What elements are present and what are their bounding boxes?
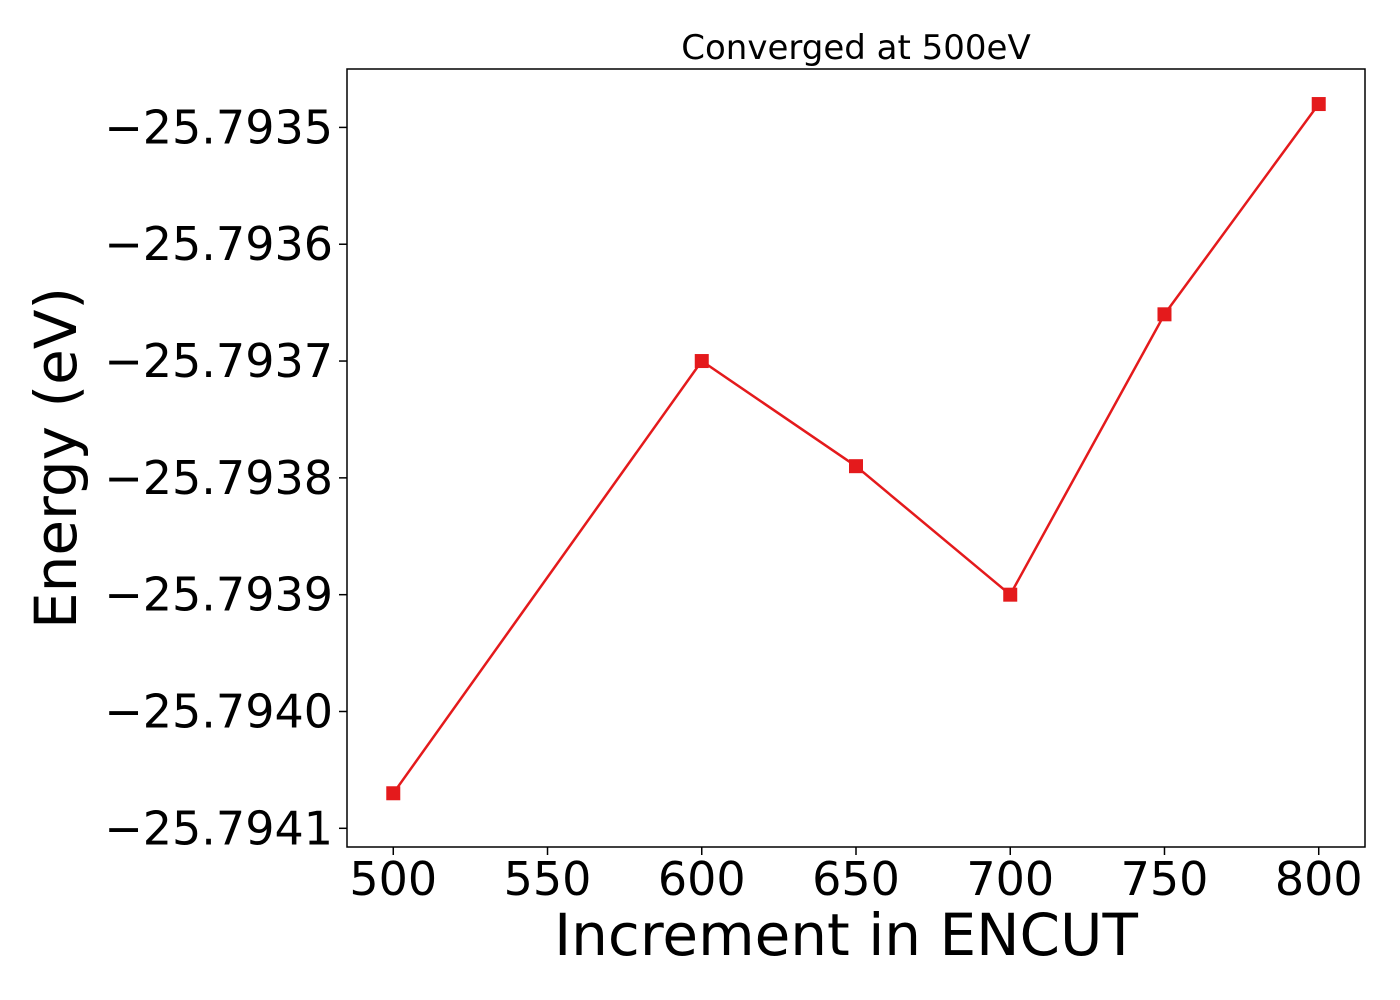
data-point-marker	[849, 459, 863, 474]
y-axis-label: Energy (eV)	[22, 287, 90, 629]
y-axis-ticks: −25.7941 −25.7940 −25.7939 −25.7938 −25.7937…	[104, 100, 347, 855]
y-tick-label: −25.7941	[104, 801, 333, 855]
x-axis-ticks: 500 550 600 650 700 750 800	[349, 847, 1363, 906]
series-line	[392, 103, 1320, 795]
x-axis-label: Increment in ENCUT	[554, 901, 1138, 969]
plot-area-frame	[346, 68, 1366, 848]
x-tick-label: 700	[966, 852, 1054, 906]
x-tick-label: 550	[504, 852, 592, 906]
y-tick-label: −25.7939	[104, 568, 333, 622]
x-tick-label: 600	[658, 852, 746, 906]
series-layer	[386, 97, 1326, 801]
chart-title: Converged at 500eV	[681, 28, 1030, 68]
x-tick-label: 800	[1275, 852, 1363, 906]
x-tick-label: 650	[812, 852, 900, 906]
y-tick-label: −25.7940	[104, 684, 333, 738]
data-point-marker	[1311, 97, 1326, 112]
x-tick-label: 500	[349, 852, 437, 906]
data-point-marker	[1157, 307, 1172, 322]
data-point-marker	[694, 354, 709, 369]
y-tick-label: −25.7937	[104, 334, 333, 388]
x-tick-label: 750	[1121, 852, 1209, 906]
data-point-marker	[386, 786, 401, 801]
data-point-marker	[1003, 587, 1018, 602]
y-tick-label: −25.7938	[104, 451, 333, 505]
y-tick-label: −25.7935	[104, 100, 333, 154]
y-tick-label: −25.7936	[104, 217, 333, 271]
